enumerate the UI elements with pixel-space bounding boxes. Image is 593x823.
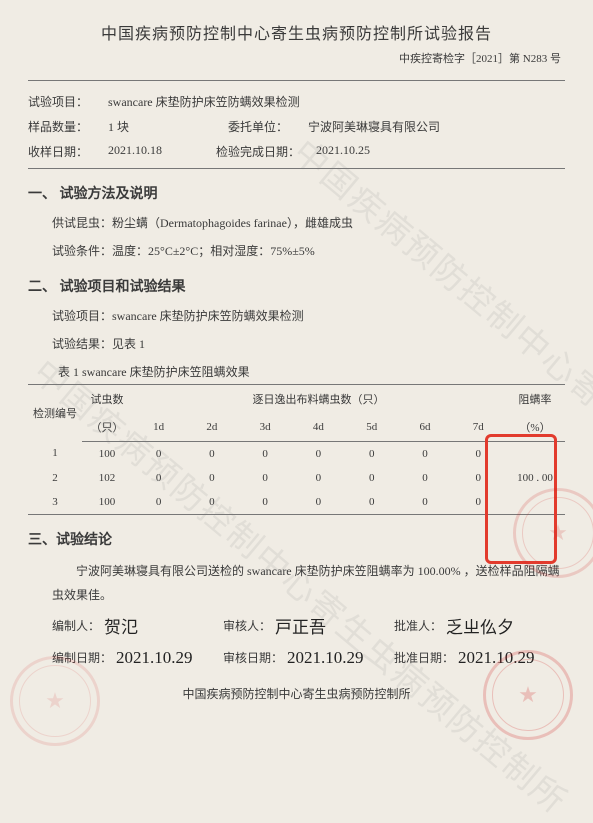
result-line: 试验结果：见表 1 bbox=[52, 334, 565, 354]
col-day: 4d bbox=[292, 413, 345, 442]
table-cell: 0 bbox=[132, 441, 185, 466]
review-date: 2021.10.29 bbox=[287, 648, 364, 668]
label: 试验项目： bbox=[28, 93, 98, 110]
insect-line: 供试昆虫：粉尘螨（Dermatophagoides farinae），雌雄成虫 bbox=[52, 213, 565, 233]
table-cell: 0 bbox=[292, 466, 345, 490]
table-title: 表 1 swancare 床垫防护床笠阻螨效果 bbox=[58, 363, 565, 380]
table-cell: 0 bbox=[452, 441, 505, 466]
table-cell: 0 bbox=[132, 466, 185, 490]
section-heading-2: 二、 试验项目和试验结果 bbox=[28, 276, 565, 296]
table-cell bbox=[505, 441, 565, 466]
result-table: 检测编号 试虫数 逐日逸出布料螨虫数（只） 阻螨率 （只） 1d2d3d4d5d… bbox=[28, 384, 565, 515]
col-day: 7d bbox=[452, 413, 505, 442]
col-count: 试虫数 bbox=[82, 384, 132, 413]
table-cell: 0 bbox=[132, 490, 185, 515]
label: 收样日期： bbox=[28, 143, 98, 160]
value: swancare 床垫防护床笠防螨效果检测 bbox=[108, 93, 300, 110]
field-qty-client: 样品数量： 1 块 委托单位： 宁波阿美琳寝具有限公司 bbox=[28, 118, 565, 135]
col-day: 1d bbox=[132, 413, 185, 442]
value: 1 块 bbox=[108, 118, 168, 135]
table-cell: 0 bbox=[239, 466, 292, 490]
table-cell: 100 bbox=[82, 490, 132, 515]
approve-label: 批准人： bbox=[394, 617, 442, 634]
table-cell: 102 bbox=[82, 466, 132, 490]
field-project: 试验项目： swancare 床垫防护床笠防螨效果检测 bbox=[28, 93, 565, 110]
author-date-label: 编制日期： bbox=[52, 649, 112, 666]
table-cell: 0 bbox=[239, 441, 292, 466]
review-date-label: 审核日期： bbox=[223, 649, 283, 666]
unit-rate: （%） bbox=[505, 413, 565, 442]
col-day: 5d bbox=[345, 413, 398, 442]
table-cell: 0 bbox=[292, 441, 345, 466]
author-label: 编制人： bbox=[52, 617, 100, 634]
label: 供试昆虫： bbox=[52, 216, 112, 230]
value: 宁波阿美琳寝具有限公司 bbox=[308, 118, 440, 135]
table-row: 31000000000 bbox=[28, 490, 565, 515]
document-number: 中疾控寄检字［2021］第 N283 号 bbox=[28, 50, 565, 66]
table-cell: 0 bbox=[185, 490, 238, 515]
table-cell: 0 bbox=[345, 490, 398, 515]
table-cell: 0 bbox=[398, 441, 451, 466]
divider bbox=[28, 80, 565, 81]
table-row: 21020000000100 . 00 bbox=[28, 466, 565, 490]
label: 样品数量： bbox=[28, 118, 98, 135]
col-day: 3d bbox=[239, 413, 292, 442]
table-cell: 0 bbox=[398, 466, 451, 490]
table-cell: 0 bbox=[185, 441, 238, 466]
label: 试验结果： bbox=[52, 337, 112, 351]
review-label: 审核人： bbox=[223, 617, 271, 634]
divider bbox=[28, 168, 565, 169]
col-id: 检测编号 bbox=[28, 384, 82, 441]
condition-line: 试验条件：温度：25°C±2°C；相对湿度：75%±5% bbox=[52, 241, 565, 261]
review-signature: 戸正吾 bbox=[275, 613, 326, 638]
table-cell: 0 bbox=[345, 466, 398, 490]
author-signature: 贺氾 bbox=[104, 613, 138, 638]
project-line: 试验项目：swancare 床垫防护床笠防螨效果检测 bbox=[52, 306, 565, 326]
value: 见表 1 bbox=[112, 337, 145, 351]
section-heading-3: 三、试验结论 bbox=[28, 529, 565, 549]
table-cell: 0 bbox=[292, 490, 345, 515]
field-dates: 收样日期： 2021.10.18 检验完成日期： 2021.10.25 bbox=[28, 143, 565, 160]
value: 粉尘螨（Dermatophagoides farinae），雌雄成虫 bbox=[112, 216, 353, 230]
value: 2021.10.18 bbox=[108, 143, 188, 160]
signature-row-2: 编制日期：2021.10.29 审核日期：2021.10.29 批准日期：202… bbox=[52, 645, 565, 671]
col-rate: 阻螨率 bbox=[505, 384, 565, 413]
conclusion-text: 宁波阿美琳寝具有限公司送检的 swancare 床垫防护床笠阻螨率为 100.0… bbox=[52, 559, 565, 607]
report-title: 中国疾病预防控制中心寄生虫病预防控制所试验报告 bbox=[28, 20, 565, 44]
label: 试验条件： bbox=[52, 244, 112, 258]
table-cell bbox=[505, 490, 565, 515]
table-cell: 3 bbox=[28, 490, 82, 515]
col-escape-group: 逐日逸出布料螨虫数（只） bbox=[132, 384, 505, 413]
table-cell: 1 bbox=[28, 441, 82, 466]
table-cell: 0 bbox=[239, 490, 292, 515]
author-date: 2021.10.29 bbox=[116, 648, 193, 668]
table-cell: 0 bbox=[452, 466, 505, 490]
value: 温度：25°C±2°C；相对湿度：75%±5% bbox=[112, 244, 315, 258]
col-day: 6d bbox=[398, 413, 451, 442]
section-heading-1: 一、 试验方法及说明 bbox=[28, 183, 565, 203]
value: swancare 床垫防护床笠防螨效果检测 bbox=[112, 309, 304, 323]
label: 检验完成日期： bbox=[216, 143, 306, 160]
table-cell: 0 bbox=[398, 490, 451, 515]
table-cell: 0 bbox=[345, 441, 398, 466]
table-row: 11000000000 bbox=[28, 441, 565, 466]
label: 委托单位： bbox=[228, 118, 298, 135]
table-cell: 2 bbox=[28, 466, 82, 490]
signature-row-1: 编制人：贺氾 审核人：戸正吾 批准人：乏ㄓ仫夕 bbox=[52, 613, 565, 639]
label: 试验项目： bbox=[52, 309, 112, 323]
approve-signature: 乏ㄓ仫夕 bbox=[446, 613, 514, 638]
unit-count: （只） bbox=[82, 413, 132, 442]
value: 2021.10.25 bbox=[316, 143, 370, 160]
approve-date: 2021.10.29 bbox=[458, 648, 535, 668]
footer-organization: 中国疾病预防控制中心寄生虫病预防控制所 bbox=[28, 685, 565, 702]
col-day: 2d bbox=[185, 413, 238, 442]
approve-date-label: 批准日期： bbox=[394, 649, 454, 666]
table-cell: 100 bbox=[82, 441, 132, 466]
table-cell: 100 . 00 bbox=[505, 466, 565, 490]
table-cell: 0 bbox=[185, 466, 238, 490]
table-cell: 0 bbox=[452, 490, 505, 515]
